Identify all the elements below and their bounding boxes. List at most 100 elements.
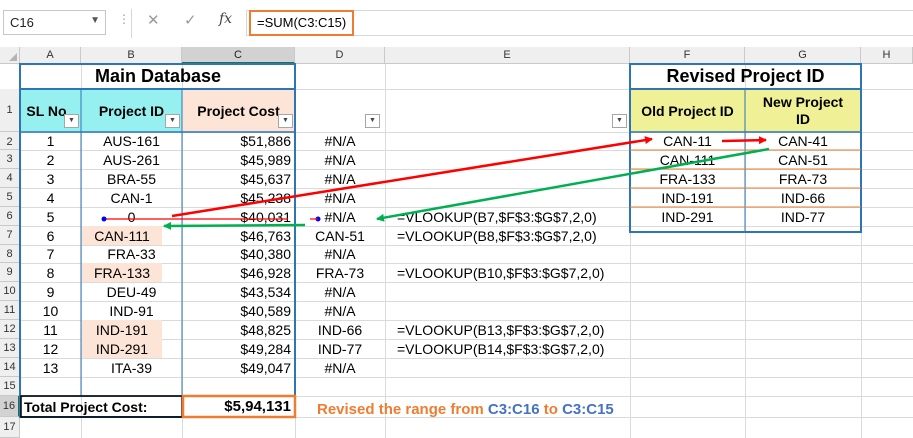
row-header-8[interactable]: 8: [0, 245, 20, 263]
row-header-12[interactable]: 12: [0, 320, 20, 339]
old-project-id-header[interactable]: Old Project ID: [630, 89, 745, 132]
new-project-id-cell[interactable]: CAN-41: [778, 133, 828, 149]
row-header-1[interactable]: 1: [0, 89, 20, 132]
column-header-g[interactable]: G: [745, 47, 861, 64]
row-header-6[interactable]: 6: [0, 207, 20, 226]
chevron-down-icon[interactable]: ▼: [90, 15, 100, 26]
sl-no-cell[interactable]: 9: [46, 283, 55, 300]
project-id-cell[interactable]: ITA-39: [111, 359, 152, 376]
filter-column-d-icon[interactable]: ▼: [365, 114, 380, 128]
project-id-cell[interactable]: BRA-55: [106, 170, 157, 187]
lookup-result-cell[interactable]: #N/A: [324, 359, 356, 376]
sl-no-cell[interactable]: 5: [46, 208, 55, 225]
old-project-id-cell[interactable]: IND-191: [661, 189, 714, 206]
sl-no-cell[interactable]: 2: [46, 151, 55, 168]
row-header-9[interactable]: 9: [0, 263, 20, 282]
vlookup-formula-cell[interactable]: [385, 282, 630, 301]
vlookup-formula-cell[interactable]: [385, 169, 630, 188]
vlookup-formula-cell[interactable]: =VLOOKUP(B7,$F$3:$G$7,2,0): [397, 208, 597, 225]
project-cost-cell[interactable]: $49,284: [240, 340, 291, 357]
vlookup-formula-cell[interactable]: [385, 358, 630, 377]
new-project-id-cell[interactable]: IND-77: [780, 208, 826, 225]
row-header-17[interactable]: 17: [0, 417, 20, 438]
vlookup-formula-cell[interactable]: =VLOOKUP(B10,$F$3:$G$7,2,0): [397, 264, 605, 281]
project-cost-cell[interactable]: $46,763: [240, 227, 291, 244]
column-header-f[interactable]: F: [630, 47, 745, 64]
row-header-13[interactable]: 13: [0, 339, 20, 358]
lookup-result-cell[interactable]: #N/A: [324, 170, 356, 187]
project-cost-cell[interactable]: $48,825: [240, 321, 291, 338]
project-cost-cell[interactable]: $40,031: [240, 208, 291, 225]
vlookup-formula-cell[interactable]: =VLOOKUP(B13,$F$3:$G$7,2,0): [397, 321, 605, 338]
enter-icon[interactable]: ✓: [184, 12, 197, 29]
vlookup-formula-cell[interactable]: [385, 132, 630, 150]
vlookup-formula-cell[interactable]: =VLOOKUP(B8,$F$3:$G$7,2,0): [397, 227, 597, 244]
sl-no-cell[interactable]: 4: [46, 189, 55, 206]
lookup-result-cell[interactable]: CAN-51: [315, 227, 365, 244]
row-header-3[interactable]: 3: [0, 150, 20, 169]
row-header-5[interactable]: 5: [0, 188, 20, 207]
project-id-cell[interactable]: IND-291: [82, 339, 162, 358]
project-id-cell[interactable]: DEU-49: [106, 283, 157, 300]
formula-input[interactable]: [246, 10, 913, 36]
row-header-14[interactable]: 14: [0, 358, 20, 377]
project-cost-cell[interactable]: $51,886: [240, 133, 291, 149]
total-project-cost-value[interactable]: $5,94,131: [224, 398, 291, 415]
old-project-id-cell[interactable]: CAN-11: [663, 133, 712, 149]
sl-no-cell[interactable]: 13: [42, 359, 59, 376]
vlookup-formula-cell[interactable]: [385, 150, 630, 169]
lookup-result-cell[interactable]: #N/A: [324, 283, 356, 300]
sl-no-cell[interactable]: 6: [46, 227, 55, 244]
project-cost-cell[interactable]: $49,047: [240, 359, 291, 376]
project-id-cell[interactable]: FRA-133: [82, 263, 162, 282]
sl-no-cell[interactable]: 10: [42, 302, 59, 319]
project-cost-cell[interactable]: $45,989: [240, 151, 291, 168]
vlookup-formula-cell[interactable]: [385, 188, 630, 207]
new-project-id-header[interactable]: New Project ID: [745, 89, 861, 132]
project-cost-cell[interactable]: $40,380: [240, 246, 291, 262]
project-id-cell[interactable]: CAN-1: [110, 189, 153, 206]
lookup-result-cell[interactable]: #N/A: [324, 246, 356, 262]
row-header-10[interactable]: 10: [0, 282, 20, 301]
row-header-2[interactable]: 2: [0, 132, 20, 150]
new-project-id-cell[interactable]: IND-66: [780, 189, 826, 206]
project-id-cell[interactable]: IND-91: [109, 302, 154, 319]
lookup-result-cell[interactable]: #N/A: [324, 133, 356, 149]
select-all-corner[interactable]: [0, 47, 20, 64]
cancel-icon[interactable]: ✕: [147, 12, 160, 29]
project-cost-cell[interactable]: $46,928: [240, 264, 291, 281]
sl-no-cell[interactable]: 12: [42, 340, 59, 357]
column-header-c[interactable]: C: [182, 47, 295, 64]
lookup-result-cell[interactable]: #N/A: [324, 208, 356, 225]
insert-function-icon[interactable]: fx: [219, 11, 233, 27]
old-project-id-cell[interactable]: FRA-133: [659, 170, 716, 187]
lookup-result-cell[interactable]: IND-77: [317, 340, 363, 357]
row-header-4[interactable]: 4: [0, 169, 20, 188]
vlookup-formula-cell[interactable]: [385, 245, 630, 263]
filter-project-id-icon[interactable]: ▼: [165, 114, 180, 128]
project-id-cell[interactable]: 0: [127, 208, 136, 225]
project-id-cell[interactable]: FRA-33: [107, 246, 156, 262]
project-id-cell[interactable]: AUS-261: [103, 151, 160, 168]
name-box[interactable]: C16 ▼: [3, 10, 106, 35]
column-header-h[interactable]: H: [861, 47, 913, 64]
row-header-11[interactable]: 11: [0, 301, 20, 320]
lookup-result-cell[interactable]: FRA-73: [315, 264, 365, 281]
project-cost-cell[interactable]: $45,637: [240, 170, 291, 187]
sl-no-cell[interactable]: 1: [46, 133, 55, 149]
project-cost-cell[interactable]: $40,589: [240, 302, 291, 319]
lookup-result-cell[interactable]: #N/A: [324, 151, 356, 168]
sl-no-cell[interactable]: 8: [46, 264, 55, 281]
column-header-e[interactable]: E: [385, 47, 630, 64]
project-cost-cell[interactable]: $43,534: [240, 283, 291, 300]
vlookup-formula-cell[interactable]: [385, 301, 630, 320]
new-project-id-cell[interactable]: CAN-51: [778, 151, 828, 168]
formula-text[interactable]: =SUM(C3:C15): [249, 10, 355, 36]
lookup-result-cell[interactable]: #N/A: [324, 302, 356, 319]
old-project-id-cell[interactable]: IND-291: [661, 208, 714, 225]
filter-project-cost-icon[interactable]: ▼: [278, 114, 293, 128]
sl-no-cell[interactable]: 11: [43, 321, 58, 338]
sl-no-cell[interactable]: 3: [46, 170, 55, 187]
sl-no-cell[interactable]: 7: [46, 246, 55, 262]
filter-column-e-icon[interactable]: ▼: [612, 114, 627, 128]
